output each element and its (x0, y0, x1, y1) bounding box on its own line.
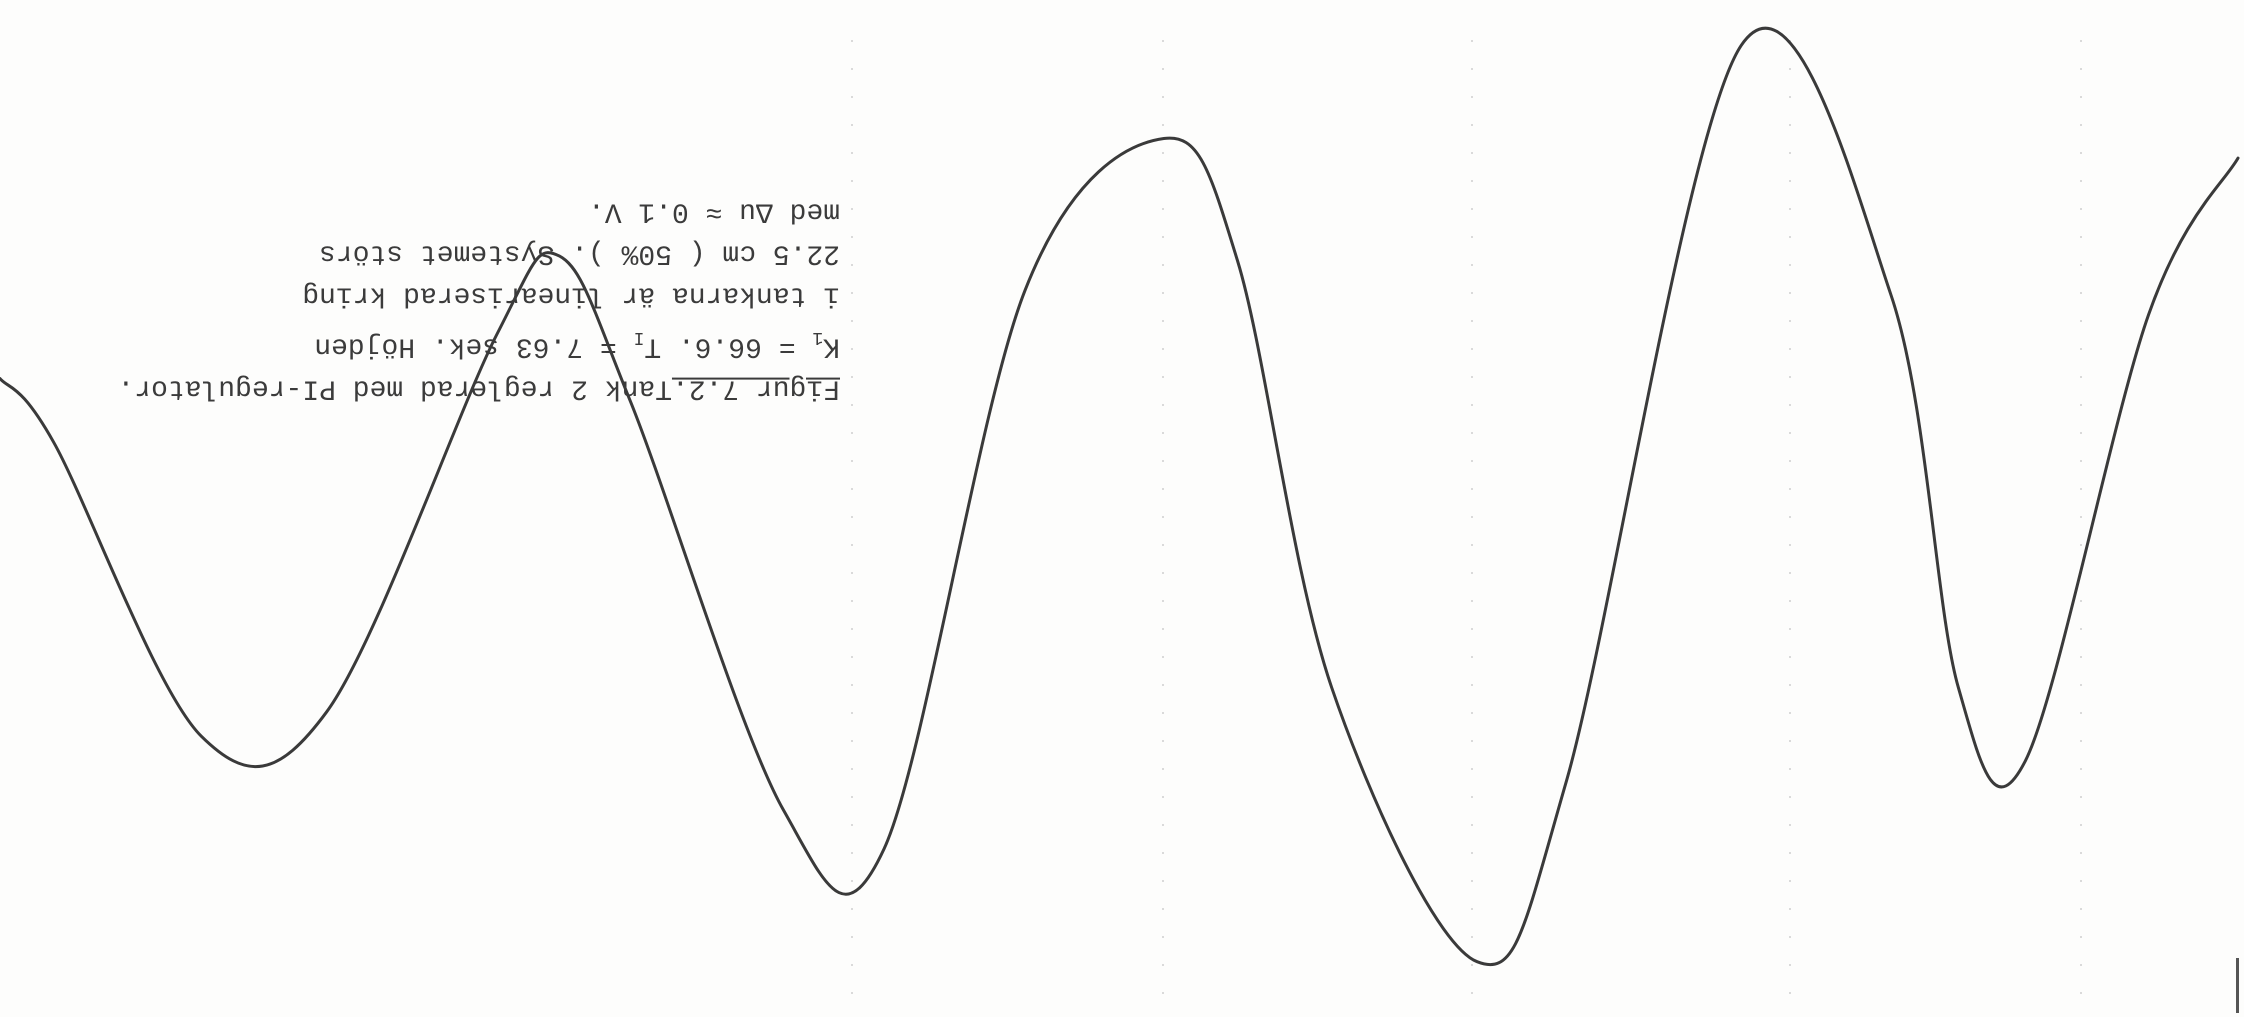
caption-line-5: med Δu ≈ 0.1 V. (587, 196, 840, 227)
integral-time-subscript: I (633, 327, 645, 347)
integral-time-value: = 7.63 sek. Höjden (314, 330, 634, 362)
response-curve (0, 26, 2240, 967)
figure-number: Figur 7.2. (671, 372, 840, 404)
integral-time-symbol: T (644, 330, 662, 362)
gain-subscript: 1 (812, 327, 824, 347)
figure-caption: Figur 7.2.Tank 2 reglerad med PI-regulat… (117, 190, 840, 409)
caption-title: Tank 2 reglerad med PI-regulator. (117, 372, 672, 404)
caption-line-4: 22.5 cm ( 50% ). Systemet störs (319, 238, 840, 269)
caption-line-3: i tankarna är lineariserad kring (302, 280, 840, 311)
gain-value: = 66.6. (661, 330, 813, 362)
caption-title-line: Figur 7.2.Tank 2 reglerad med PI-regulat… (117, 367, 840, 409)
recorder-edge-mark (2236, 958, 2239, 1013)
plot-grid (851, 40, 2082, 1010)
gain-symbol: K (823, 330, 840, 362)
caption-parameter-line: K1 = 66.6. TI = 7.63 sek. Höjden (280, 316, 840, 367)
